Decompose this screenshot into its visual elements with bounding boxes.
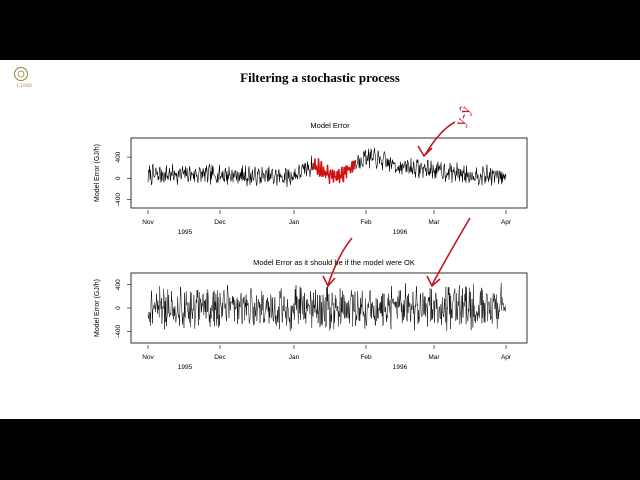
annotation-arrowhead-middle	[322, 275, 336, 288]
annotation-text: y-ŷ	[452, 104, 474, 129]
lund-logo: LUND	[8, 64, 34, 94]
x-tick-label: Apr	[501, 219, 512, 226]
handwritten-annotations: y-ŷ	[322, 104, 474, 288]
x-year-label: 1995	[178, 364, 193, 371]
chart-title: Model Error as it should be if the model…	[253, 258, 415, 267]
series-line	[147, 282, 506, 332]
x-tick-label: Apr	[501, 354, 512, 361]
chart-title: Model Error	[310, 121, 350, 130]
y-axis-label: Model Error (GJ/h)	[94, 144, 101, 202]
x-tick-label: Jan	[289, 354, 300, 361]
logo-label: LUND	[17, 84, 33, 89]
x-tick-label: Dec	[214, 219, 226, 226]
x-tick-label: Nov	[142, 219, 154, 226]
chart-model-error-ideal: Model Error as it should be if the model…	[94, 258, 528, 371]
y-tick-label: 400	[115, 151, 122, 162]
university-seal-icon	[14, 67, 28, 81]
x-year-label: 1996	[393, 364, 408, 371]
y-tick-label: -400	[115, 193, 122, 206]
annotation-arrow-middle	[327, 237, 353, 286]
y-tick-label: -400	[115, 324, 122, 337]
y-tick-label: 0	[115, 306, 122, 310]
annotation-arrow-right	[431, 217, 471, 286]
x-tick-label: Feb	[360, 219, 372, 226]
annotation-arrowhead-top	[417, 145, 433, 158]
x-tick-label: Mar	[428, 354, 440, 361]
y-axis-label: Model Error (GJ/h)	[94, 279, 101, 337]
x-year-label: 1996	[393, 229, 408, 236]
x-tick-label: Feb	[360, 354, 372, 361]
highlighted-segment	[312, 158, 356, 185]
annotation-arrow-top	[424, 121, 456, 156]
y-axis: -400 0 400	[115, 151, 131, 206]
annotation-arrowhead-right	[426, 275, 441, 288]
slide: LUND Filtering a stochastic process Mode…	[0, 60, 640, 419]
y-tick-label: 400	[115, 279, 122, 290]
x-tick-label: Mar	[428, 219, 440, 226]
x-axis: Nov Dec Jan Feb Mar Apr 1995 1996	[142, 345, 512, 371]
y-axis: -400 0 400	[115, 279, 131, 338]
slide-title: Filtering a stochastic process	[240, 70, 400, 85]
plot-frame	[130, 137, 528, 209]
x-axis: Nov Dec Jan Feb Mar Apr 1995 1996	[142, 210, 512, 236]
y-tick-label: 0	[115, 176, 122, 180]
x-year-label: 1995	[178, 229, 193, 236]
x-tick-label: Nov	[142, 354, 154, 361]
x-tick-label: Jan	[289, 219, 300, 226]
x-tick-label: Dec	[214, 354, 226, 361]
